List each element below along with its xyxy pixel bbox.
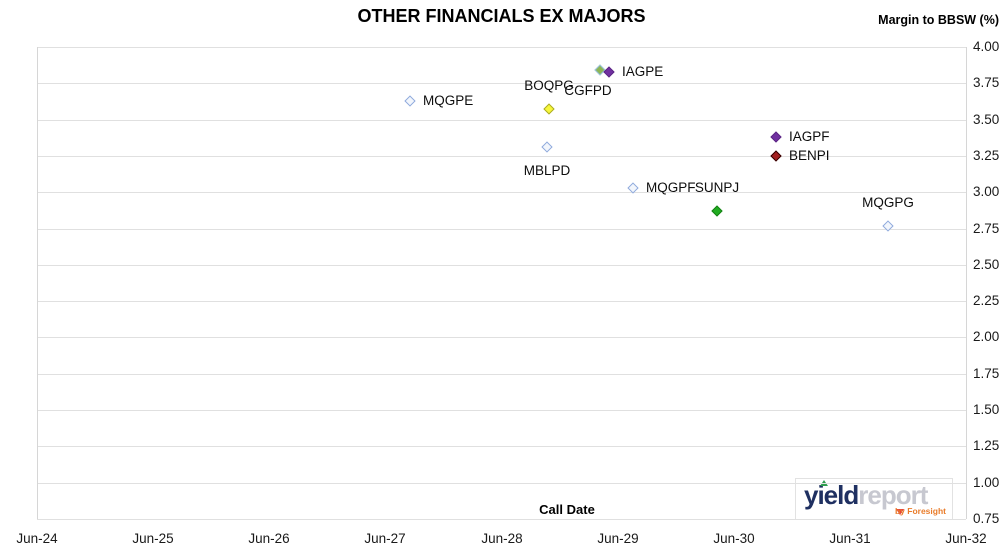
y-tick-label: 2.00 xyxy=(973,329,1000,344)
x-tick-label: Jun-31 xyxy=(829,531,871,546)
yieldreport-logo: yieldreport by Foresight xyxy=(795,478,953,520)
logo-byline: by Foresight xyxy=(894,506,946,516)
plot-border-right xyxy=(966,47,967,519)
data-point-label-MQGPG: MQGPG xyxy=(862,195,914,210)
data-point-label-IAGPE: IAGPE xyxy=(622,64,664,79)
y-tick-label: 2.75 xyxy=(973,221,1000,236)
gridline xyxy=(37,265,966,266)
y-tick-label: 2.50 xyxy=(973,257,1000,272)
x-tick-label: Jun-32 xyxy=(945,531,987,546)
y-tick-label: 3.25 xyxy=(973,148,1000,163)
gridline xyxy=(37,192,966,193)
gridline xyxy=(37,83,966,84)
data-point-label-SUNPJ: SUNPJ xyxy=(694,180,740,195)
y-tick-label: 1.50 xyxy=(973,402,1000,417)
x-tick-label: Jun-28 xyxy=(481,531,523,546)
data-point-label-BENPI: BENPI xyxy=(789,148,830,163)
data-point-MBLPD xyxy=(541,141,553,153)
y-axis-title: Margin to BBSW (%) xyxy=(878,13,999,27)
data-point-label-CGFPD: CGFPD xyxy=(564,83,612,98)
gridline xyxy=(37,374,966,375)
x-tick-label: Jun-30 xyxy=(713,531,755,546)
gridline xyxy=(37,519,966,520)
data-point-label-IAGPF: IAGPF xyxy=(789,129,830,144)
x-axis-title: Call Date xyxy=(539,502,595,517)
data-point-label-MQGPF: MQGPF xyxy=(646,180,696,195)
gridline xyxy=(37,156,966,157)
y-tick-label: 1.00 xyxy=(973,475,1000,490)
y-tick-label: 4.00 xyxy=(973,39,1000,54)
gridline xyxy=(37,47,966,48)
logo-text: yieldreport xyxy=(804,480,928,511)
data-point-IAGPF xyxy=(770,131,782,143)
x-tick-label: Jun-26 xyxy=(248,531,290,546)
logo-down-triangle-icon xyxy=(896,509,904,515)
data-point-IAGPE xyxy=(603,66,615,78)
data-point-MQGPE xyxy=(404,95,416,107)
gridline xyxy=(37,410,966,411)
x-tick-label: Jun-29 xyxy=(597,531,639,546)
y-tick-label: 1.25 xyxy=(973,438,1000,453)
x-tick-label: Jun-25 xyxy=(132,531,174,546)
y-tick-label: 3.75 xyxy=(973,75,1000,90)
chart-title: OTHER FINANCIALS EX MAJORS xyxy=(357,6,646,26)
data-point-label-MBLPD: MBLPD xyxy=(523,163,571,178)
gridline xyxy=(37,483,966,484)
gridline xyxy=(37,120,966,121)
x-tick-label: Jun-27 xyxy=(364,531,406,546)
data-point-BOQPG xyxy=(543,103,555,115)
data-point-SUNPJ xyxy=(711,205,723,217)
gridline xyxy=(37,337,966,338)
y-tick-label: 3.00 xyxy=(973,184,1000,199)
y-tick-label: 0.75 xyxy=(973,511,1000,526)
gridline xyxy=(37,446,966,447)
data-point-label-MQGPE: MQGPE xyxy=(423,93,474,108)
gridline xyxy=(37,229,966,230)
y-tick-label: 3.50 xyxy=(973,112,1000,127)
x-tick-label: Jun-24 xyxy=(16,531,58,546)
logo-report-text: report xyxy=(858,480,928,510)
plot-border-left xyxy=(37,47,38,519)
gridline xyxy=(37,301,966,302)
logo-yield-text: yield xyxy=(804,480,859,510)
data-point-BENPI xyxy=(770,150,782,162)
y-tick-label: 1.75 xyxy=(973,366,1000,381)
data-point-label-BOQPG: BOQPG xyxy=(524,78,574,93)
y-tick-label: 2.25 xyxy=(973,293,1000,308)
